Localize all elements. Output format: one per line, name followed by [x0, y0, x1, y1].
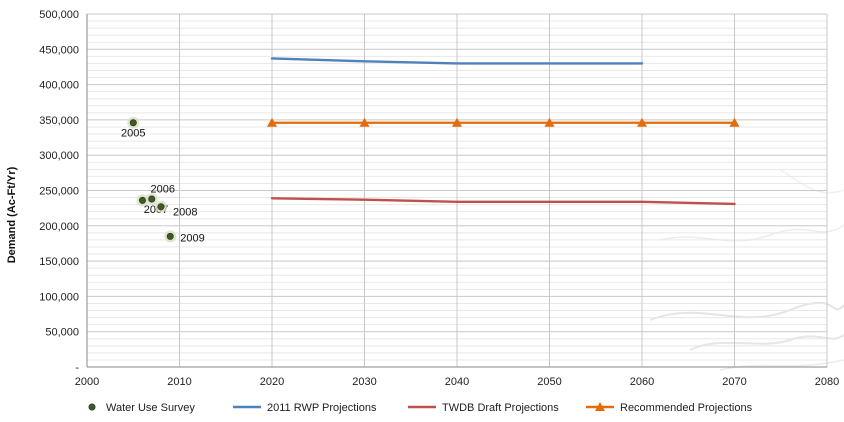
recommended-projection-marker: [637, 117, 647, 127]
legend-label: TWDB Draft Projections: [442, 402, 559, 414]
water-use-point: [148, 195, 156, 203]
x-tick-label: 2050: [537, 376, 561, 388]
y-tick-label: 150,000: [39, 256, 79, 268]
grid-lines: [86, 13, 828, 368]
y-tick-label: -: [75, 362, 79, 374]
tick-labels: - 50,000 100,000 150,000 200,000 250,000 300,0…: [39, 9, 839, 388]
recommended-projection-marker: [729, 117, 740, 127]
water-use-point: [139, 196, 147, 204]
y-tick-label: 450,000: [39, 44, 79, 56]
y-tick-label: 250,000: [39, 186, 79, 198]
water-use-point-label: 2006: [151, 183, 175, 195]
recommended-projection-marker: [452, 117, 462, 127]
legend-label: Recommended Projections: [620, 402, 753, 414]
legend-label: 2011 RWP Projections: [267, 402, 377, 414]
x-tick-label: 2010: [167, 376, 191, 388]
water-use-point: [166, 232, 174, 240]
water-use-point: [157, 203, 165, 211]
x-tick-label: 2070: [722, 376, 746, 388]
x-tick-label: 2060: [630, 376, 654, 388]
x-tick-label: 2000: [75, 376, 99, 388]
water-use-point-label: 2009: [180, 232, 204, 244]
twdb-draft-projections-line: [270, 197, 736, 206]
y-tick-label: 500,000: [39, 9, 79, 21]
series-layer: 20052006200720082009: [121, 57, 740, 244]
y-tick-label: 100,000: [39, 291, 79, 303]
water-use-point: [129, 119, 137, 127]
y-tick-label: 300,000: [39, 150, 79, 162]
x-tick-label: 2080: [815, 376, 839, 388]
water-use-point-label: 2005: [121, 128, 145, 140]
axes: [86, 14, 827, 368]
2011-rwp-projections-line: [270, 57, 644, 65]
y-tick-label: 200,000: [39, 221, 79, 233]
recommended-projection-marker: [544, 117, 555, 127]
legend-marker: [595, 402, 605, 411]
legend-label: Water Use Survey: [106, 402, 195, 414]
background-map-lines: [649, 169, 844, 371]
legend-marker: [88, 403, 96, 411]
y-axis-label: Demand (Ac-Ft/Yr): [6, 166, 18, 263]
water-use-point-label: 2008: [173, 207, 197, 219]
y-tick-label: 400,000: [39, 80, 79, 92]
recommended-projection-marker: [359, 117, 370, 127]
x-tick-label: 2040: [445, 376, 469, 388]
x-tick-label: 2030: [352, 376, 376, 388]
recommended-projection-marker: [267, 117, 277, 127]
y-tick-label: 350,000: [39, 115, 79, 127]
legend: Water Use Survey 2011 RWP Projections TWDB…: [88, 402, 753, 414]
x-tick-label: 2020: [260, 376, 284, 388]
y-tick-label: 50,000: [45, 327, 79, 339]
